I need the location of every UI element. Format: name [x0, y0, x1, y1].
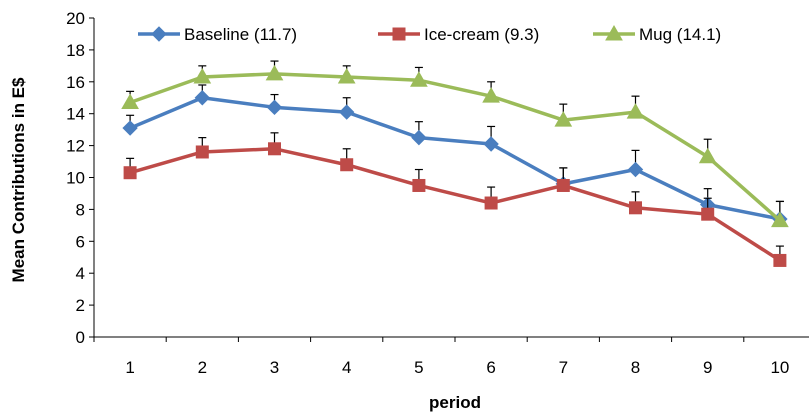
legend-label: Baseline (11.7): [184, 25, 297, 44]
legend-marker: [151, 26, 167, 42]
series-layer: [121, 60, 789, 267]
data-point: [412, 178, 426, 192]
y-tick-label: 16: [66, 73, 85, 92]
x-tick-label: 1: [125, 358, 134, 377]
data-point: [484, 196, 498, 210]
x-tick-label: 3: [270, 358, 279, 377]
legend-label: Mug (14.1): [639, 25, 721, 44]
x-tick-label: 8: [631, 358, 640, 377]
data-point: [411, 129, 427, 146]
data-point: [698, 147, 717, 164]
data-point: [627, 161, 644, 178]
x-tick-label: 7: [559, 358, 568, 377]
legend: Baseline (11.7) Ice-cream (9.3) Mug (14.1): [138, 24, 721, 44]
legend-marker: [605, 24, 623, 41]
data-point: [410, 71, 428, 87]
y-tick-label: 12: [66, 137, 85, 156]
legend-marker: [392, 27, 406, 41]
data-point: [195, 145, 209, 159]
y-tick-label: 20: [66, 9, 85, 28]
legend-item: Ice-cream (9.3): [378, 25, 539, 44]
data-point: [701, 207, 715, 221]
data-point: [193, 68, 212, 84]
x-tick-label: 10: [770, 358, 789, 377]
data-point: [771, 211, 789, 228]
data-point: [268, 142, 281, 156]
legend-item: Baseline (11.7): [138, 25, 297, 44]
legend-label: Ice-cream (9.3): [424, 25, 539, 44]
y-tick-label: 0: [76, 328, 85, 347]
y-axis-title: Mean Contributions in E$: [9, 77, 28, 282]
y-tick-label: 6: [76, 232, 85, 251]
data-point: [337, 68, 356, 84]
x-tick-label: 2: [198, 358, 207, 377]
x-tick-label: 9: [703, 358, 712, 377]
data-point: [266, 99, 283, 116]
y-tick-label: 14: [66, 105, 85, 124]
y-tick-label: 2: [76, 296, 85, 315]
series-diamond: [122, 84, 788, 227]
x-axis-title: period: [429, 393, 481, 412]
data-point: [122, 120, 138, 136]
legend-item: Mug (14.1): [593, 24, 721, 44]
data-point: [194, 90, 211, 106]
x-tick-label: 6: [486, 358, 495, 377]
data-point: [340, 158, 354, 172]
data-point: [482, 87, 500, 103]
y-tick-label: 18: [66, 41, 85, 60]
data-point: [338, 104, 355, 120]
data-point: [483, 136, 499, 152]
series-line: [129, 147, 781, 262]
y-tick-label: 10: [66, 169, 85, 188]
y-tick-label: 8: [76, 200, 85, 219]
x-tick-label: 5: [414, 358, 423, 377]
x-tick-label: 4: [342, 358, 351, 377]
y-axis-ticks: 0 2 4 6 8 10 12 14 16 18 20: [66, 9, 94, 347]
data-point: [123, 166, 137, 180]
series-line: [129, 96, 781, 221]
series-line: [129, 72, 782, 222]
data-point: [626, 103, 645, 119]
data-point: [554, 111, 573, 127]
data-point: [773, 253, 787, 267]
data-point: [556, 178, 570, 192]
data-point: [629, 201, 642, 215]
x-axis-ticks: 1 2 3 4 5 6 7 8 9 10: [93, 337, 789, 377]
series-square: [123, 132, 787, 267]
series-triangle: [121, 60, 789, 228]
y-tick-label: 4: [76, 264, 85, 283]
data-point: [265, 64, 284, 81]
data-point: [121, 93, 139, 110]
